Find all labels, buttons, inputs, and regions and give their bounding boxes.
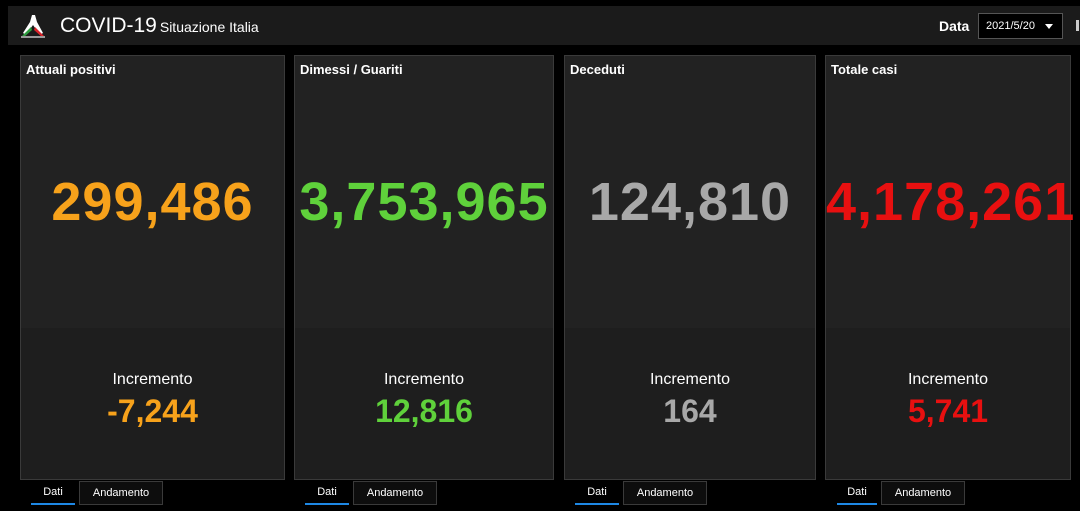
tab-dati[interactable]: Dati [305,481,349,505]
card-title: Attuali positivi [26,62,116,77]
card-dimessi-guariti: Dimessi / Guariti 3,753,965 Incremento 1… [294,55,554,480]
card-title: Dimessi / Guariti [300,62,403,77]
tab-andamento[interactable]: Andamento [79,481,163,505]
app-subtitle: Situazione Italia [159,19,259,35]
card-deceduti: Deceduti 124,810 Incremento 164 [564,55,816,480]
card-attuali-positivi: Attuali positivi 299,486 Incremento -7,2… [20,55,285,480]
tab-dati[interactable]: Dati [575,481,619,505]
increment-label: Incremento [907,371,989,388]
app-header: COVID-19 Situazione Italia Data 2021/5/20 [8,6,1080,45]
card-increment-panel: Incremento -7,244 [21,328,284,479]
app-title: COVID-19 Situazione Italia [60,14,259,37]
tab-andamento[interactable]: Andamento [353,481,437,505]
card-increment-panel: Incremento 5,741 [826,328,1070,479]
date-value: 2021/5/20 [986,20,1035,32]
increment-label: Incremento [649,371,731,388]
tab-andamento[interactable]: Andamento [623,481,707,505]
tab-dati[interactable]: Dati [31,481,75,505]
chevron-down-icon [1045,24,1053,29]
increment-value: 12,816 [375,393,473,429]
card-totale-casi: Totale casi 4,178,261 Incremento 5,741 [825,55,1076,480]
card-increment-panel: Incremento 12,816 [295,328,553,479]
tab-dati[interactable]: Dati [837,481,877,505]
date-dropdown[interactable]: 2021/5/20 [978,13,1063,39]
increment-value: -7,244 [107,393,198,429]
card-value: 124,810 [588,172,792,232]
italy-logo-icon [21,15,45,38]
increment-value: 5,741 [907,393,989,429]
increment-label: Incremento [112,371,193,388]
tab-andamento[interactable]: Andamento [881,481,965,505]
card-increment-panel: Incremento 164 [565,328,815,479]
card-value: 3,753,965 [299,172,549,232]
card-value: 4,178,261 [826,172,1076,232]
card-title: Totale casi [831,62,898,77]
increment-label: Incremento [383,371,465,388]
card-title: Deceduti [570,62,625,77]
increment-value: 164 [663,393,717,429]
header-edge-mark [1076,20,1079,31]
date-label: Data [939,18,970,34]
card-value: 299,486 [51,172,254,232]
